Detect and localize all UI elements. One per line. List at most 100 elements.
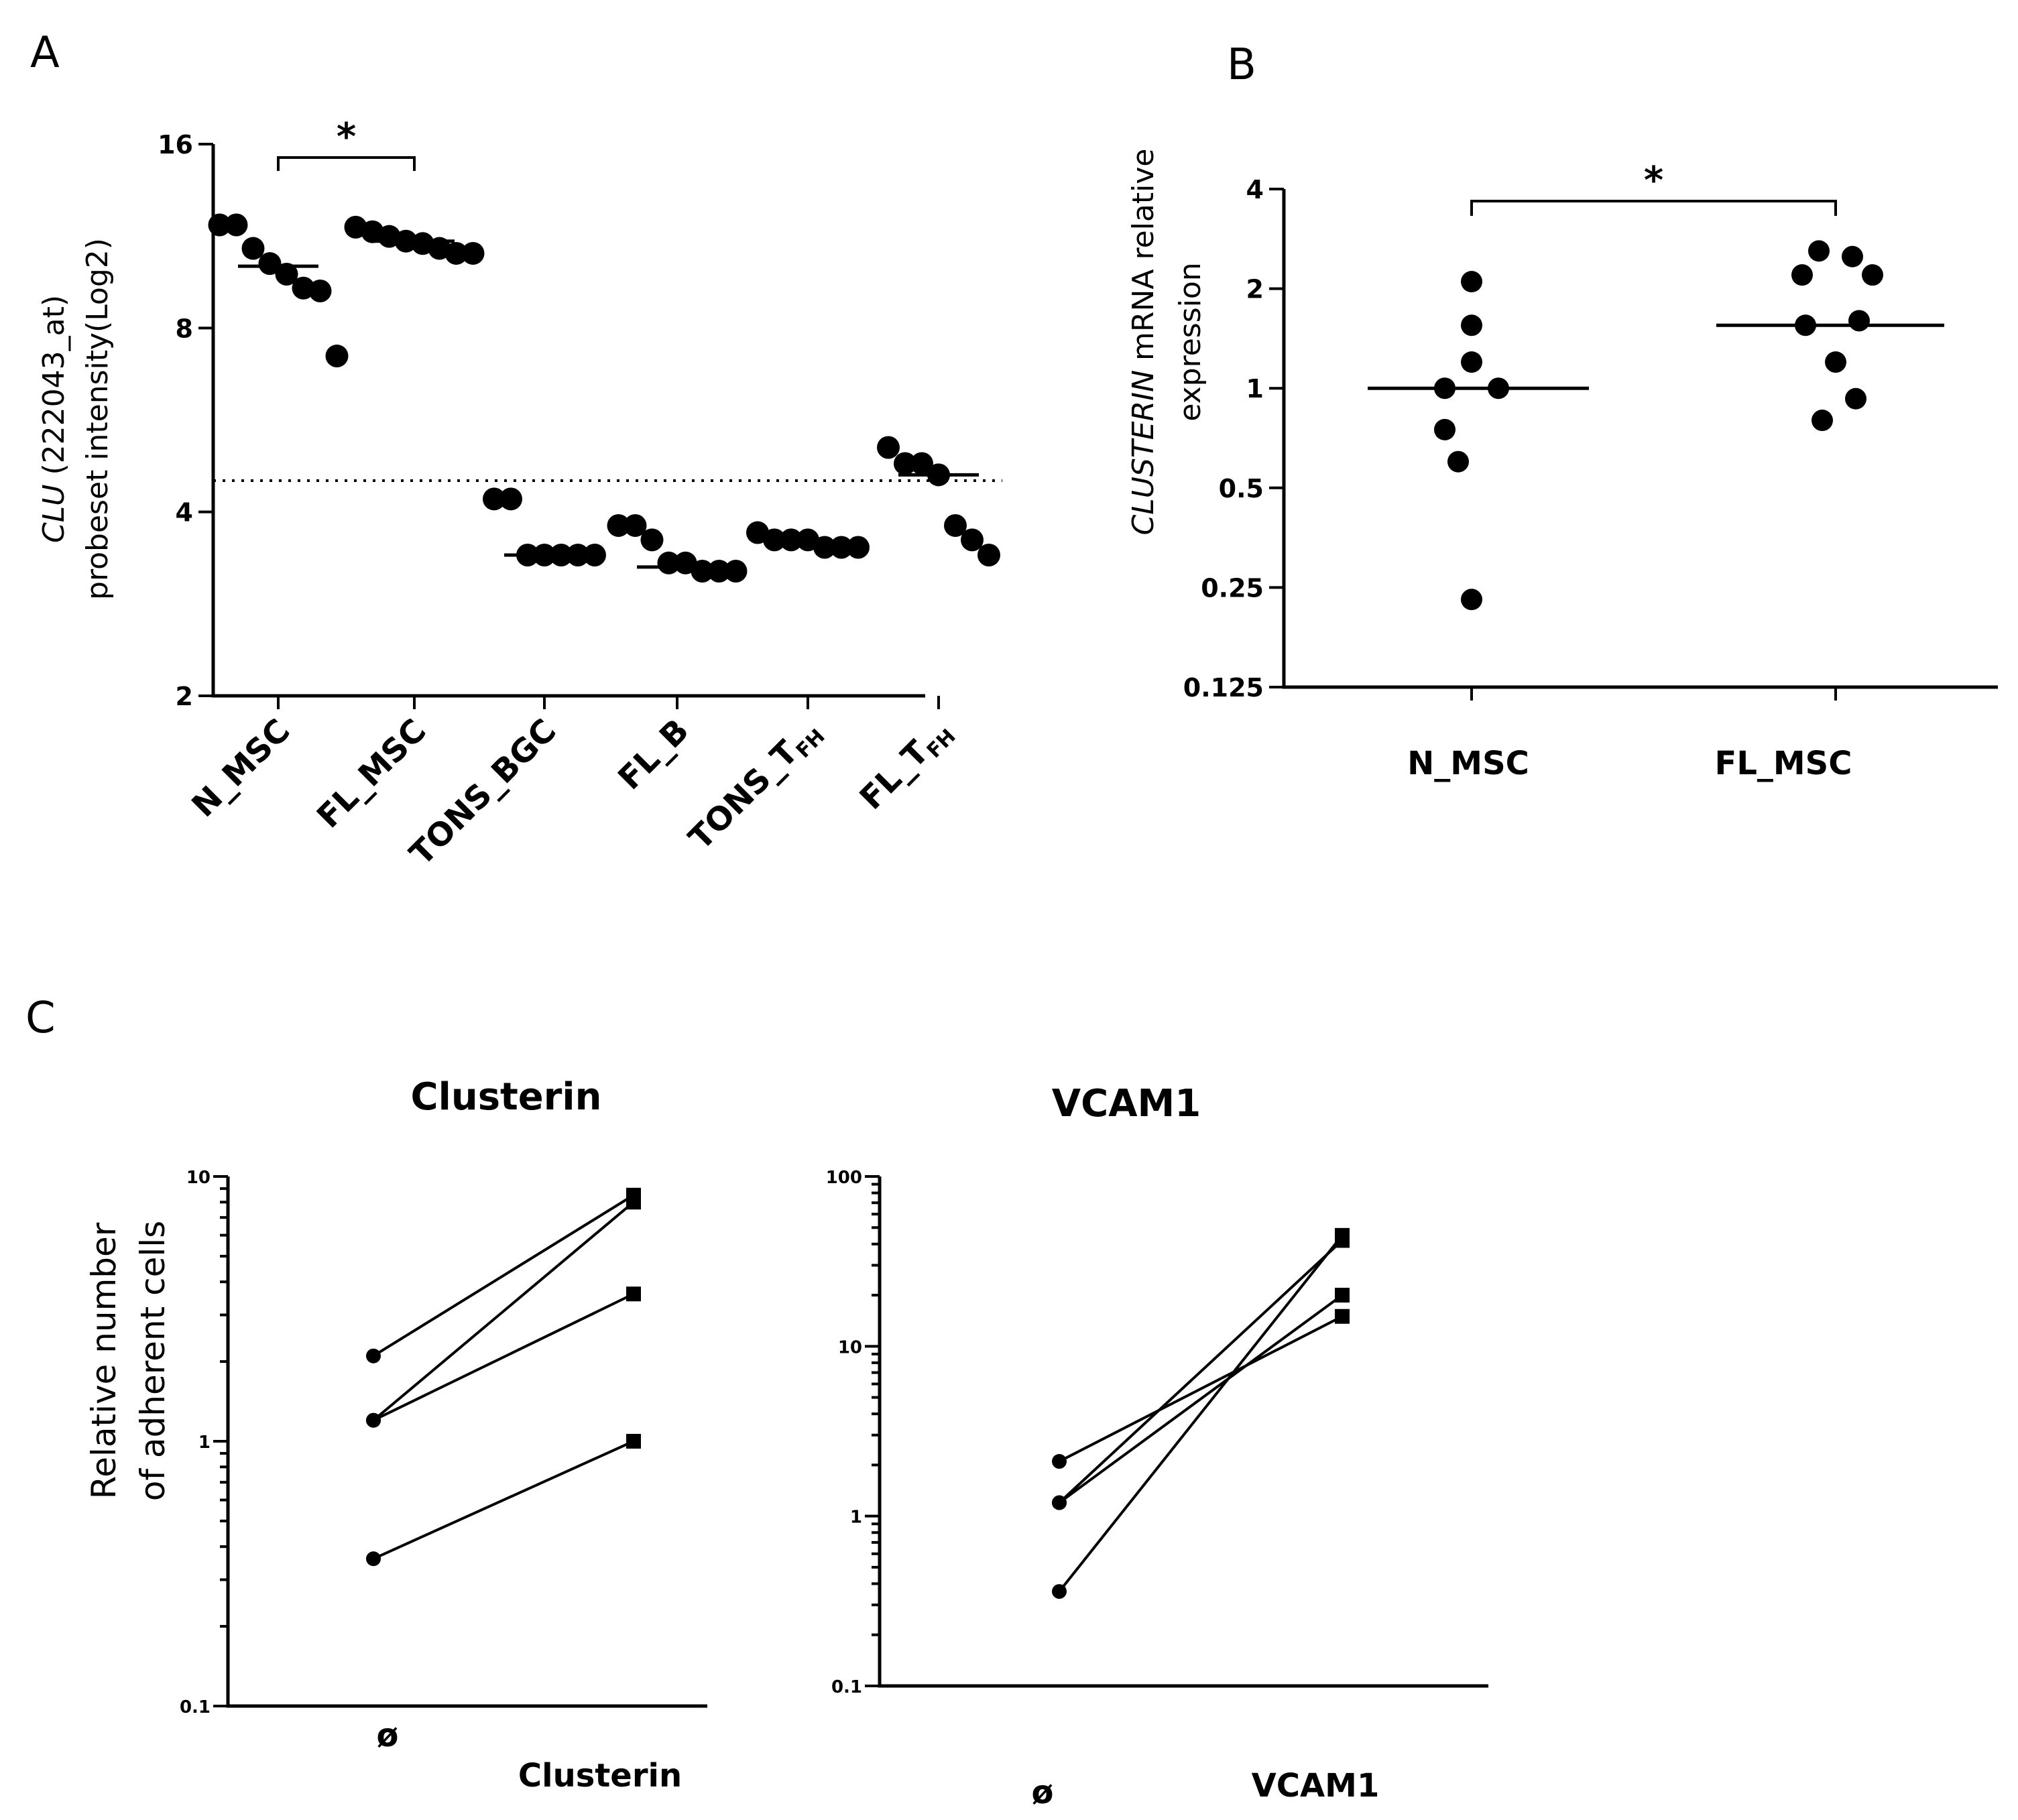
panel-letter-c: C (25, 993, 56, 1043)
panel-b-y-ticks: 0.125 0.25 0.5 1 2 4 (1183, 175, 1284, 703)
panel-c-clusterin-point-before (366, 1412, 381, 1428)
panel-a-point (499, 487, 522, 511)
panel-b-y-axis-label-line2: expression (1173, 262, 1207, 421)
panel-b: CLUSTERIN mRNA relative expression 0.125… (1126, 149, 1998, 782)
panel-a-point (763, 528, 786, 552)
panel-a-point (292, 276, 315, 300)
panel-c-clusterin: Clusterin Relative number of adherent ce… (84, 1075, 707, 1795)
panel-b-point (1848, 310, 1870, 332)
panel-c-clusterin-y-tick-label: 10 (186, 1168, 211, 1188)
panel-c-clusterin-point-before (366, 1551, 381, 1567)
panel-c-vcam1-x-tick-label: ø (1032, 1774, 1054, 1811)
panel-c-vcam1-axis-lines (878, 1176, 1488, 1688)
panel-b-point (1461, 589, 1482, 611)
panel-a-data: * (208, 115, 1002, 583)
panel-c-vcam1-axes (878, 1176, 1488, 1688)
panel-b-y-tick-label: 0.125 (1183, 673, 1264, 703)
panel-c-vcam1-point-before (1052, 1584, 1067, 1599)
panel-b-point (1461, 271, 1482, 293)
panel-a-point (308, 280, 332, 303)
panel-a-y-ticks: 2 4 8 16 (158, 130, 213, 711)
panel-a-y-axis-label: CLU (222043_at) (37, 295, 71, 543)
panel-c-clusterin-series-line (373, 1440, 634, 1561)
panel-a-point (813, 536, 836, 559)
panel-b-y-tick-label: 0.25 (1201, 573, 1264, 603)
panel-c-vcam1-series-line (1058, 1239, 1344, 1504)
panel-c-vcam1-x-categories: ø VCAM1 (1032, 1767, 1380, 1811)
panel-c-vcam1-title: VCAM1 (1052, 1082, 1201, 1126)
panel-letter-a: A (30, 28, 60, 78)
panel-a-point (275, 263, 298, 286)
panel-c-clusterin-point-after (626, 1195, 641, 1210)
panel-a-point (225, 213, 248, 237)
panel-c-vcam1-series-line (1058, 1234, 1344, 1593)
panel-c-vcam1-y-ticks: 0.1 1 10 100 (826, 1168, 880, 1697)
panel-c-vcam1-point-before (1052, 1454, 1067, 1469)
panel-c-vcam1: VCAM1 0.1 1 10 100 ø VCAM1 (826, 1082, 1488, 1811)
panel-a-x-tick-label: FL_MSC (310, 712, 434, 836)
panel-a-point (977, 543, 1000, 566)
panel-c-clusterin-y-tick-label: 1 (198, 1433, 211, 1453)
panel-a-significance-bracket (277, 156, 416, 171)
panel-a-y-tick-label: 2 (176, 682, 193, 711)
panel-a-point (583, 543, 606, 566)
panel-a-point (894, 452, 916, 475)
panel-c-clusterin-series-line (373, 1292, 634, 1422)
panel-letter-b: B (1227, 40, 1256, 90)
panel-c-y-axis-label-line1: Relative number (84, 1222, 123, 1499)
panel-b-y-axis-label: CLUSTERIN mRNA relative (1126, 149, 1161, 536)
panel-c-vcam1-x-tick-label: VCAM1 (1252, 1767, 1380, 1805)
panel-a-point (780, 528, 803, 552)
panel-a-point (624, 513, 647, 537)
panel-a-point (724, 559, 748, 583)
panel-b-point (1845, 387, 1866, 410)
panel-c-clusterin-point-before (366, 1348, 381, 1363)
panel-b-y-tick-label: 4 (1246, 175, 1264, 204)
panel-c-vcam1-y-tick-label: 100 (826, 1168, 862, 1188)
panel-a-y-axis-label-line2: probeset intensity(Log2) (80, 238, 115, 600)
panel-a-point (944, 513, 967, 537)
panel-a-point (325, 345, 349, 368)
panel-a-point (961, 528, 984, 552)
panel-c-clusterin-x-categories: ø Clusterin (377, 1717, 682, 1795)
panel-b-point (1434, 418, 1456, 440)
panel-c-vcam1-point-after (1335, 1288, 1350, 1303)
panel-c-vcam1-series-line (1059, 1315, 1343, 1463)
panel-c-vcam1-series-line (1058, 1294, 1344, 1504)
panel-a-point (461, 241, 485, 265)
panel-c-vcam1-point-after (1335, 1227, 1350, 1243)
panel-b-x-tick-label: FL_MSC (1715, 745, 1852, 782)
panel-b-point (1842, 245, 1863, 267)
panel-a-x-tick-label: TONS_TFH (682, 712, 830, 860)
panel-a-y-tick-label: 16 (158, 130, 193, 160)
panel-c-y-axis-label-line2: of adherent cells (133, 1221, 172, 1501)
panel-b-point (1461, 314, 1482, 337)
panel-c-vcam1-point-after (1335, 1309, 1350, 1324)
panel-b-point (1812, 410, 1833, 432)
panel-a-point (607, 513, 630, 537)
panel-c-vcam1-point-before (1052, 1495, 1067, 1510)
panel-b-axes (1282, 189, 1998, 689)
panel-b-point (1447, 450, 1469, 473)
panel-c-clusterin-series-line (372, 1194, 635, 1357)
panel-b-significance-star: * (1644, 159, 1663, 202)
panel-a-point (847, 536, 870, 559)
panel-a-significance-star: * (337, 115, 356, 159)
panel-a-x-tick-label: FL_TFH (853, 712, 961, 820)
panel-c-clusterin-y-ticks: 0.1 1 10 (180, 1168, 228, 1717)
panel-b-point (1808, 240, 1830, 262)
panel-b-y-tick-label: 1 (1246, 374, 1264, 404)
panel-c-clusterin-x-tick-label: Clusterin (518, 1757, 682, 1795)
panel-a-axis-lines (211, 144, 925, 698)
panel-a-point (444, 241, 468, 265)
panel-a-point (877, 436, 900, 459)
panel-c-vcam1-y-tick-label: 1 (850, 1508, 862, 1528)
panel-b-significance-bracket (1470, 200, 1837, 216)
panel-c-clusterin-x-tick-label: ø (377, 1717, 399, 1754)
panel-a: CLU (222043_at) probeset intensity(Log2)… (37, 115, 1002, 873)
panel-c-vcam1-y-tick-label: 10 (838, 1337, 862, 1357)
panel-b-point (1825, 351, 1846, 373)
panel-b-point (1862, 264, 1883, 286)
